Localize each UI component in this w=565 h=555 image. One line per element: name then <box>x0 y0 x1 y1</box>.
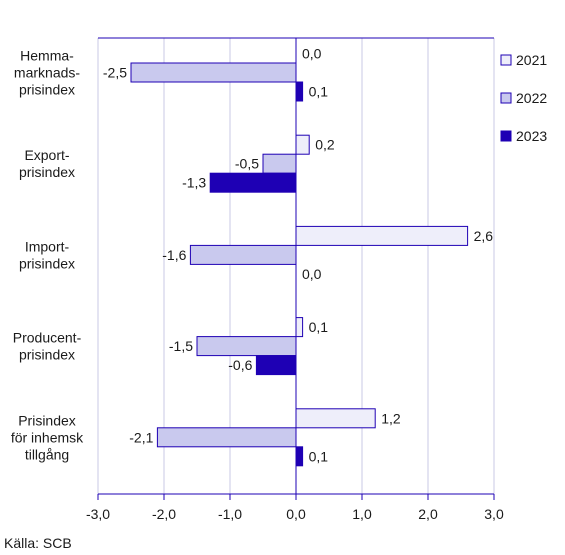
value-label-1-2021: 0,2 <box>315 137 335 153</box>
value-label-2-2023: 0,0 <box>302 266 322 282</box>
value-label-4-2021: 1,2 <box>381 410 401 426</box>
bar-2-2021 <box>295 225 469 246</box>
bar-1-2021 <box>295 134 310 155</box>
value-label-0-2021: 0,0 <box>302 46 322 62</box>
x-tick-label-5: 2,0 <box>418 506 438 522</box>
axes <box>97 37 495 500</box>
category-label-line: marknads- <box>14 65 80 81</box>
x-tick-label-1: -2,0 <box>152 506 176 522</box>
bar-2-2022 <box>189 244 297 265</box>
category-label-line: Import- <box>25 238 70 254</box>
legend-label-2021: 2021 <box>516 52 547 68</box>
bar-3-2023 <box>255 355 297 376</box>
source-note: Källa: SCB <box>4 535 72 551</box>
category-label-0: Hemma-marknads-prisindex <box>14 48 80 98</box>
category-label-line: prisindex <box>19 82 75 98</box>
category-label-line: Export- <box>24 147 69 163</box>
legend-label-2023: 2023 <box>516 128 547 144</box>
x-tick-label-4: 1,0 <box>352 506 372 522</box>
x-tick-label-2: -1,0 <box>218 506 242 522</box>
bar-4-2022 <box>156 427 297 448</box>
bar-4-2023 <box>295 446 304 467</box>
x-tick-label-3: 0,0 <box>286 506 306 522</box>
legend-swatch-2023 <box>500 130 512 142</box>
bar-3-2022 <box>196 336 297 357</box>
category-label-line: för inhemsk <box>11 429 84 445</box>
value-label-0-2023: 0,1 <box>309 84 329 100</box>
category-labels: Hemma-marknads-prisindexExport-prisindex… <box>11 48 84 463</box>
bar-0-2022 <box>130 62 297 83</box>
value-labels: 0,0 -2,5 0,1 0,2 -0,5 -1,3 2,6 -1,6 0,0 0,1 -1,5 -0… <box>103 46 493 465</box>
bar-4-2021 <box>295 408 376 429</box>
category-label-line: prisindex <box>19 255 75 271</box>
x-tick-labels: -3,0 -2,0 -1,0 0,0 1,0 2,0 3,0 <box>86 506 504 522</box>
value-label-3-2021: 0,1 <box>309 319 329 335</box>
value-label-2-2021: 2,6 <box>474 228 494 244</box>
bars <box>130 62 469 467</box>
x-tick-label-0: -3,0 <box>86 506 110 522</box>
grid-lines <box>97 38 495 494</box>
value-label-3-2023: -0,6 <box>228 357 252 373</box>
value-label-2-2022: -1,6 <box>162 247 186 263</box>
bar-0-2023 <box>295 81 304 102</box>
category-label-line: prisindex <box>19 347 75 363</box>
legend: 2021 2022 2023 <box>500 52 547 144</box>
x-tick-label-6: 3,0 <box>484 506 504 522</box>
category-label-line: Producent- <box>13 330 82 346</box>
value-label-0-2022: -2,5 <box>103 65 127 81</box>
category-label-line: Hemma- <box>20 48 74 64</box>
category-label-3: Producent-prisindex <box>13 330 82 363</box>
bar-3-2021 <box>295 317 304 338</box>
value-label-3-2022: -1,5 <box>169 338 193 354</box>
value-label-1-2022: -0,5 <box>235 156 259 172</box>
category-label-line: tillgång <box>25 446 69 462</box>
category-label-2: Import-prisindex <box>19 238 75 271</box>
legend-swatch-2021 <box>500 54 512 66</box>
value-label-1-2023: -1,3 <box>182 175 206 191</box>
legend-label-2022: 2022 <box>516 90 547 106</box>
category-label-line: prisindex <box>19 164 75 180</box>
category-label-4: Prisindex för inhemsk tillgång <box>11 412 84 462</box>
value-label-4-2022: -2,1 <box>129 429 153 445</box>
category-label-line: Prisindex <box>18 412 76 428</box>
category-label-1: Export-prisindex <box>19 147 75 180</box>
legend-swatch-2022 <box>500 92 512 104</box>
bar-1-2023 <box>209 172 297 193</box>
bar-1-2022 <box>262 153 297 174</box>
value-label-4-2023: 0,1 <box>309 448 329 464</box>
